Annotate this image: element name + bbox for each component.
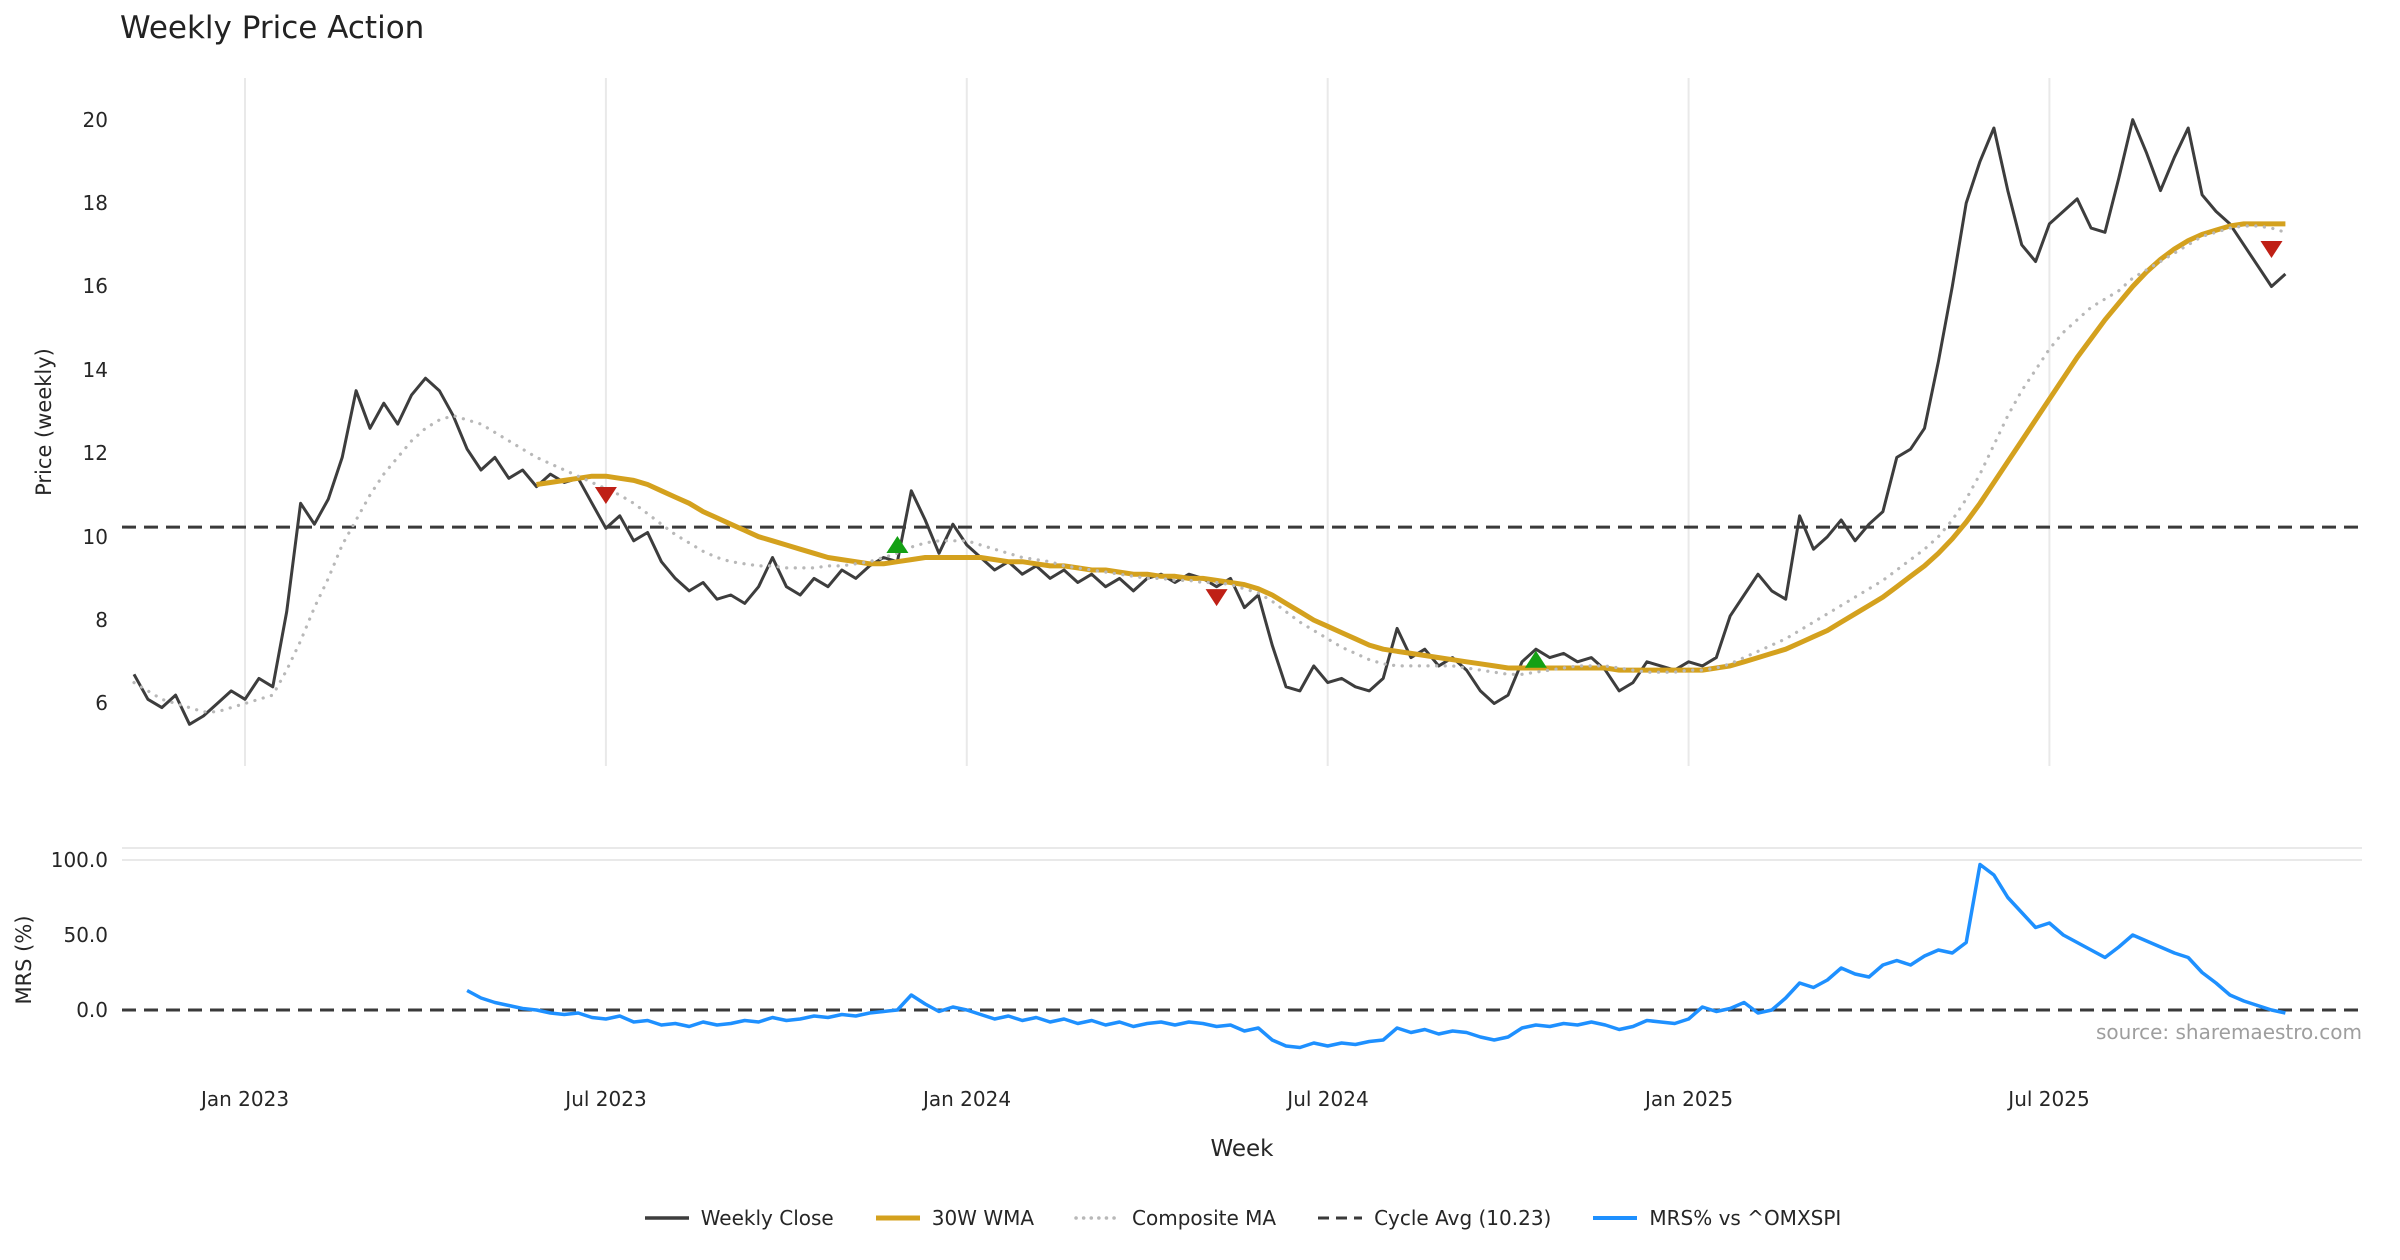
legend-label: 30W WMA (931, 1206, 1035, 1230)
x-tick-label: Jan 2025 (1644, 1087, 1734, 1111)
y-tick-label: 10 (82, 525, 108, 549)
legend-line-sample (1593, 1216, 1638, 1220)
legend-label: Composite MA (1132, 1206, 1277, 1230)
chart-title: Weekly Price Action (120, 10, 425, 46)
x-tick-label: Jul 2024 (1287, 1087, 1369, 1111)
legend-label: Weekly Close (700, 1206, 834, 1230)
y-tick-label: 20 (82, 108, 108, 132)
x-tick-label: Jan 2024 (922, 1087, 1012, 1111)
x-tick-label: Jan 2023 (200, 1087, 290, 1111)
legend-line-sample (1074, 1216, 1122, 1220)
legend-item: Cycle Avg (10.23) (1316, 1206, 1551, 1230)
y-tick-label: 0.0 (76, 998, 108, 1022)
x-tick-label: Jul 2023 (565, 1087, 647, 1111)
legend-line-sample (644, 1216, 689, 1220)
x-axis-title: Week (1210, 1136, 1274, 1162)
y-tick-label: 14 (82, 358, 108, 382)
mrs-line (466, 862, 2286, 1050)
legend-item: Composite MA (1074, 1206, 1276, 1230)
buy-signal-marker (1524, 650, 1547, 668)
y-tick-label: 50.0 (63, 923, 108, 947)
sell-signal-marker (2260, 241, 2283, 258)
wma-30w-line (536, 221, 2286, 673)
buy-signal-marker (886, 536, 909, 553)
y-tick-label: 100.0 (50, 848, 108, 872)
legend-line-sample (875, 1215, 920, 1221)
y-tick-label: 18 (82, 191, 108, 215)
source-credit: source: sharemaestro.com (2096, 1020, 2362, 1044)
y-tick-label: 8 (95, 608, 108, 632)
x-tick-label: Jul 2025 (2008, 1087, 2090, 1111)
legend-item: 30W WMA (874, 1206, 1034, 1230)
weekly-close-line (132, 118, 2287, 726)
legend-item: MRS% vs ^OMXSPI (1591, 1206, 1841, 1230)
composite-ma-line (132, 224, 2287, 714)
y-tick-label: 16 (82, 274, 108, 298)
sell-signal-marker (1205, 589, 1228, 607)
legend-label: Cycle Avg (10.23) (1374, 1206, 1552, 1230)
y-tick-label: 12 (82, 441, 108, 465)
legend-line-sample (1318, 1216, 1363, 1220)
legend: Weekly Close 30W WMA Composite MA Cycle Avg… (122, 1206, 2362, 1230)
legend-label: MRS% vs ^OMXSPI (1649, 1206, 1842, 1230)
y-tick-label: 6 (95, 691, 108, 715)
legend-item: Weekly Close (643, 1206, 834, 1230)
sell-signal-marker (594, 487, 617, 504)
